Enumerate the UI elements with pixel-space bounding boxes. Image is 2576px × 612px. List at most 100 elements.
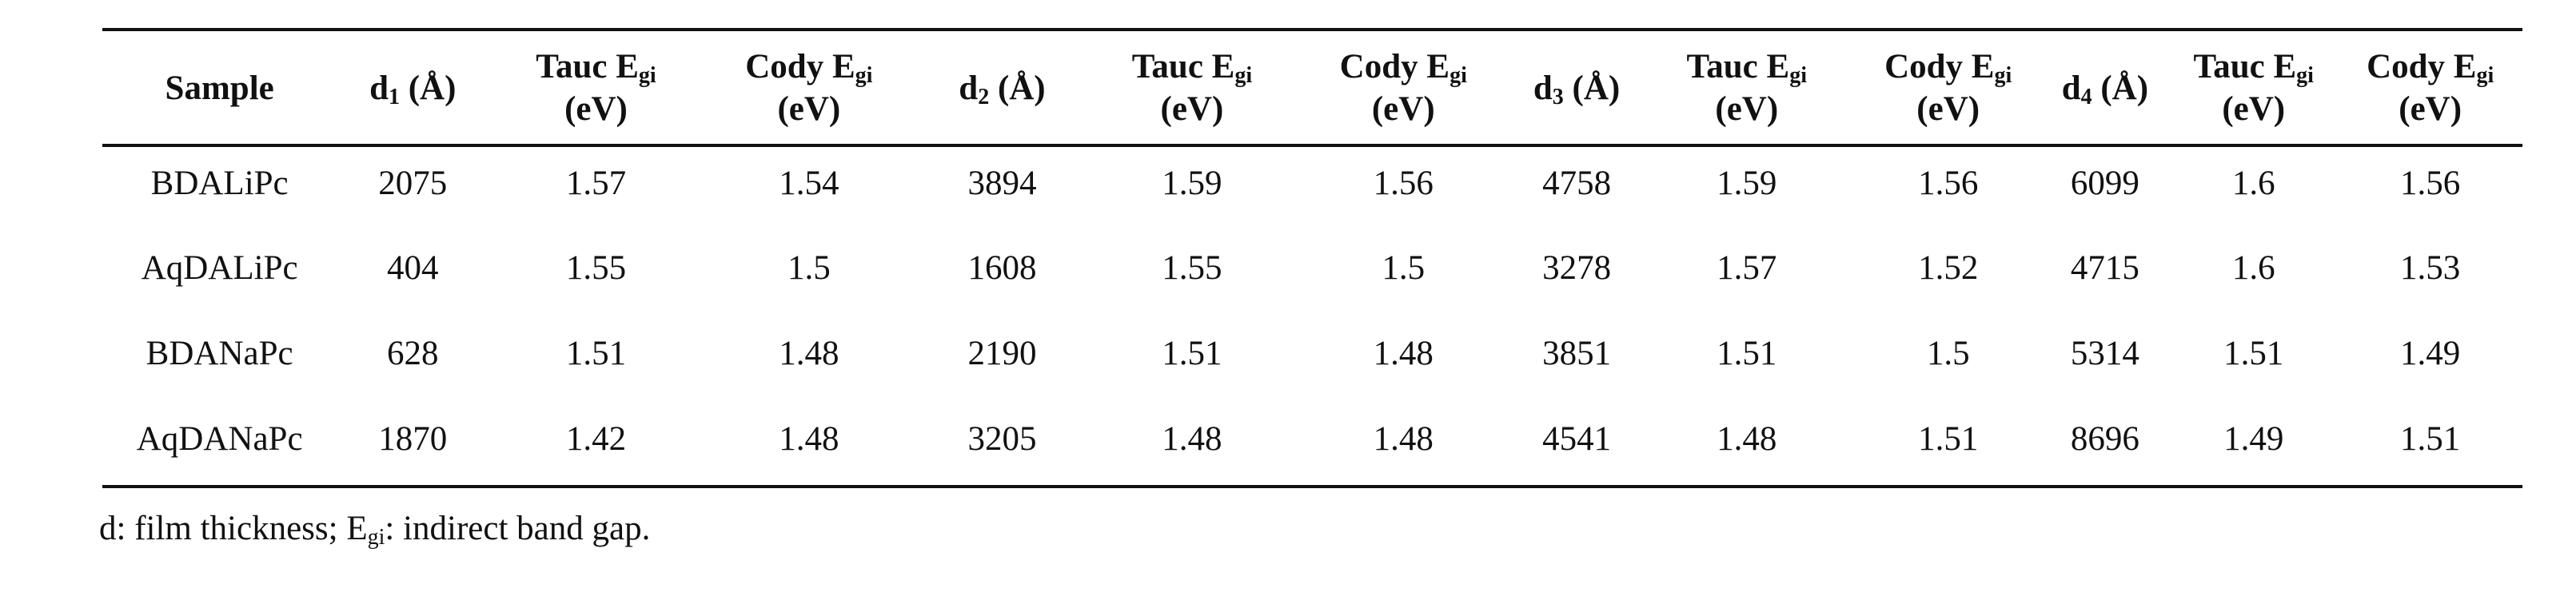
cell: 5314	[2071, 335, 2139, 372]
cell: 1.48	[779, 335, 839, 372]
rich-text: Tauc Egi	[1132, 48, 1253, 89]
cell: 1.42	[566, 420, 626, 458]
cell: 1.48	[779, 420, 839, 458]
text-part: Cody E	[1340, 48, 1449, 85]
cell: 1870	[378, 420, 447, 458]
cell: 4715	[2071, 249, 2139, 287]
cell: 8696	[2071, 420, 2139, 458]
rich-text: d4 (Å)	[2062, 70, 2148, 110]
header-line2: (eV)	[2399, 90, 2462, 128]
subscript: 1	[389, 85, 400, 109]
text-part: Tauc E	[1132, 48, 1235, 85]
rich-text: d: film thickness; Egi: indirect band ga…	[99, 510, 650, 550]
header-line2: (eV)	[777, 90, 840, 128]
cell: 1.49	[2223, 420, 2283, 458]
cell: 1.51	[566, 335, 626, 372]
text-part: (Å)	[2092, 70, 2148, 107]
cell: 1.59	[1717, 165, 1776, 202]
subscript: gi	[639, 63, 656, 88]
cell: 1.48	[1162, 420, 1222, 458]
text-part: Tauc E	[536, 48, 639, 85]
cell: AqDALiPc	[142, 249, 298, 287]
subscript: gi	[1449, 63, 1467, 88]
text-part: Sample	[165, 70, 274, 107]
cell: 1.55	[1162, 249, 1222, 287]
subscript: gi	[368, 525, 385, 550]
rich-text: Tauc Egi	[536, 48, 656, 89]
cell: 1.48	[1717, 420, 1776, 458]
cell: 2190	[967, 335, 1036, 372]
text-part: d	[1533, 70, 1553, 107]
cell: 4758	[1542, 165, 1611, 202]
cell: 1608	[967, 249, 1036, 287]
text-part: Tauc E	[1687, 48, 1790, 85]
rich-text: Tauc Egi	[1687, 48, 1808, 89]
header-line2: (eV)	[1715, 90, 1778, 128]
cell: BDALiPc	[151, 165, 289, 202]
text-part: d	[369, 70, 389, 107]
cell: 1.56	[2400, 165, 2460, 202]
cell: 3278	[1542, 249, 1611, 287]
cell: 3894	[967, 165, 1036, 202]
text-part: Cody E	[745, 48, 855, 85]
cell: 1.49	[2400, 335, 2460, 372]
rich-text: d3 (Å)	[1533, 70, 1620, 110]
rich-text: Tauc Egi	[2193, 48, 2314, 89]
cell: AqDANaPc	[137, 420, 303, 458]
subscript: gi	[2476, 63, 2494, 88]
header-line2: (eV)	[564, 90, 628, 128]
subscript: gi	[1995, 63, 2012, 88]
cell: 1.5	[788, 249, 831, 287]
cell: 1.54	[779, 165, 839, 202]
cell: 1.51	[1918, 420, 1978, 458]
rich-text: d1 (Å)	[369, 70, 456, 110]
text-part: (Å)	[400, 70, 456, 107]
cell: 1.57	[1717, 249, 1776, 287]
cell: 404	[387, 249, 439, 287]
rich-text: Cody Egi	[2367, 48, 2494, 89]
header-line2: (eV)	[1161, 90, 1224, 128]
cell: 3851	[1542, 335, 1611, 372]
cell: 1.56	[1918, 165, 1978, 202]
text-part: d: film thickness; E	[99, 510, 368, 547]
cell: 1.56	[1374, 165, 1434, 202]
cell: 1.48	[1374, 335, 1434, 372]
text-part: Cody E	[1884, 48, 1994, 85]
rich-text: d2 (Å)	[959, 70, 1045, 110]
cell: 628	[387, 335, 439, 372]
subscript: 2	[978, 85, 989, 109]
cell: BDANaPc	[146, 335, 293, 372]
cell: 1.53	[2400, 249, 2460, 287]
rich-text: Sample	[165, 70, 274, 107]
cell: 1.57	[566, 165, 626, 202]
subscript: 3	[1553, 85, 1564, 109]
text-part: d	[2062, 70, 2081, 107]
subscript: gi	[855, 63, 873, 88]
subscript: gi	[2296, 63, 2314, 88]
cell: 4541	[1542, 420, 1611, 458]
cell: 1.5	[1382, 249, 1425, 287]
text-part: (Å)	[1564, 70, 1620, 107]
cell: 2075	[378, 165, 447, 202]
text-part: Tauc E	[2193, 48, 2296, 85]
cell: 1.51	[1717, 335, 1776, 372]
cell: 1.48	[1374, 420, 1434, 458]
cell: 1.51	[1162, 335, 1222, 372]
cell: 1.6	[2232, 165, 2275, 202]
subscript: 4	[2081, 85, 2092, 109]
text-part: (Å)	[989, 70, 1045, 107]
text-part: : indirect band gap.	[385, 510, 650, 547]
header-line2: (eV)	[1372, 90, 1435, 128]
header-line2: (eV)	[1916, 90, 1980, 128]
cell: 1.51	[2400, 420, 2460, 458]
cell: 1.52	[1918, 249, 1978, 287]
rich-text: Cody Egi	[1340, 48, 1467, 89]
subscript: gi	[1234, 63, 1252, 88]
cell: 1.6	[2232, 249, 2275, 287]
text-part: d	[959, 70, 978, 107]
rich-text: Cody Egi	[1884, 48, 2012, 89]
cell: 3205	[967, 420, 1036, 458]
cell: 1.51	[2223, 335, 2283, 372]
cell: 1.55	[566, 249, 626, 287]
